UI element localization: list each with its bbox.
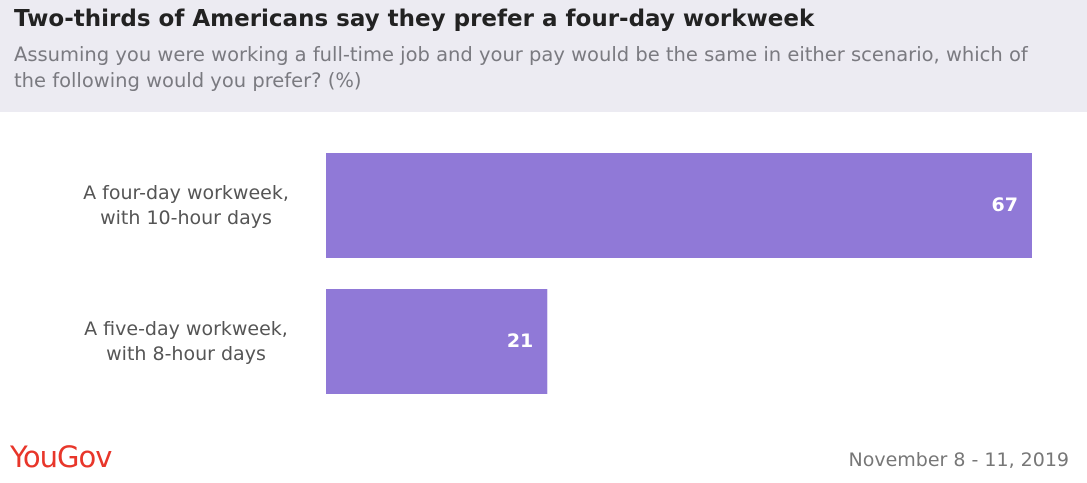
value-label: 21 [507, 330, 533, 352]
bar [326, 289, 548, 394]
source-logo: YouGov [10, 440, 112, 474]
category-label: A four-day workweek, with 10-hour days [83, 182, 289, 229]
date-label: November 8 - 11, 2019 [848, 449, 1069, 471]
chart-title: Two-thirds of Americans say they prefer … [14, 6, 815, 32]
value-label: 67 [992, 194, 1018, 216]
header [0, 0, 1087, 112]
chart-subtitle: Assuming you were working a full-time jo… [14, 43, 1028, 92]
category-label: A five-day workweek, with 8-hour days [84, 318, 288, 365]
bar [326, 153, 1032, 258]
